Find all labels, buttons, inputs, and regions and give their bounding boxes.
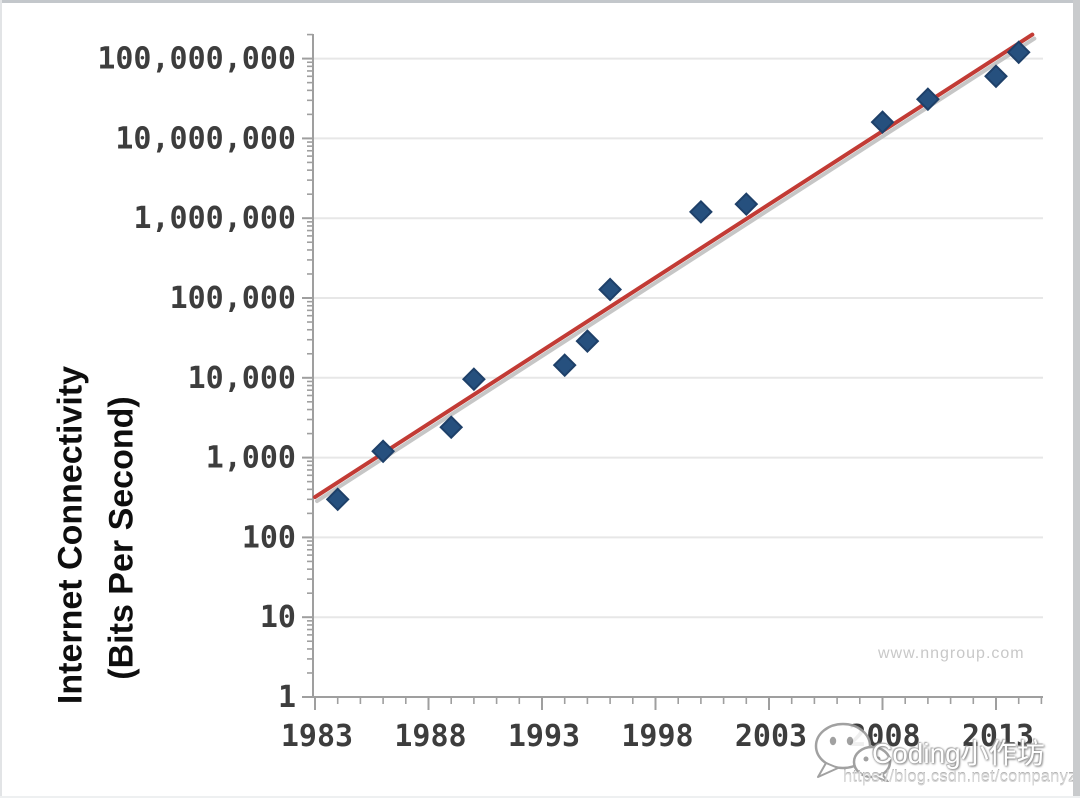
- data-point-diamond: [915, 87, 940, 112]
- y-axis-title-line1: Internet Connectivity: [51, 365, 90, 705]
- data-point-diamond: [439, 415, 464, 440]
- data-point-diamond: [371, 439, 396, 464]
- x-tick-label: 2003: [735, 719, 807, 754]
- y-tick-label: 1,000,000: [133, 201, 296, 236]
- x-tick-label: 1983: [281, 719, 353, 754]
- gridlines: [313, 57, 1043, 619]
- data-point-diamond: [325, 487, 350, 512]
- data-point-diamond: [598, 277, 623, 302]
- trend-line-shadow: [315, 36, 1037, 504]
- data-point-diamond: [552, 353, 577, 378]
- data-point-diamond: [688, 199, 713, 224]
- csdn-watermark-url: https://blog.csdn.net/companyzh: [843, 768, 1080, 786]
- y-tick-label: 1,000: [206, 441, 296, 476]
- data-point-diamond: [461, 367, 486, 392]
- x-tick-label: 1993: [508, 719, 580, 754]
- y-tick-label: 10,000: [188, 361, 296, 396]
- y-tick-label: 100,000: [170, 281, 296, 316]
- trend-line: [313, 32, 1035, 500]
- y-tick-label: 100: [242, 520, 296, 555]
- x-tick-label: 1988: [394, 719, 466, 754]
- tick-labels: 1 10 100 1,000 10,000 100,000 1,000,000 10,000,…: [97, 42, 1034, 754]
- axes: [312, 34, 1043, 698]
- y-tick-label: 100,000,000: [97, 42, 296, 77]
- data-point-diamond: [575, 329, 600, 354]
- csdn-watermark-title: Coding小作坊: [872, 738, 1045, 769]
- data-point-diamond: [870, 110, 895, 135]
- wechat-icon: [814, 722, 892, 782]
- y-tick-label: 10: [260, 600, 296, 635]
- y-axis-title-line2: (Bits Per Second): [102, 396, 141, 680]
- data-points: [325, 40, 1031, 512]
- csdn-watermark: Coding小作坊 https://blog.csdn.net/companyz…: [810, 716, 1080, 798]
- x-tick-label: 1998: [621, 719, 693, 754]
- data-point-diamond: [1006, 40, 1031, 65]
- y-tick-label: 10,000,000: [115, 121, 296, 156]
- y-tick-label: 1: [278, 680, 296, 715]
- data-point-diamond: [984, 64, 1008, 89]
- trend-line-group: [313, 32, 1037, 504]
- nngroup-watermark: www.nngroup.com: [878, 645, 1025, 662]
- x-tick-label: 2013: [962, 719, 1034, 754]
- tick-marks: [302, 33, 1043, 710]
- data-point-diamond: [734, 192, 759, 217]
